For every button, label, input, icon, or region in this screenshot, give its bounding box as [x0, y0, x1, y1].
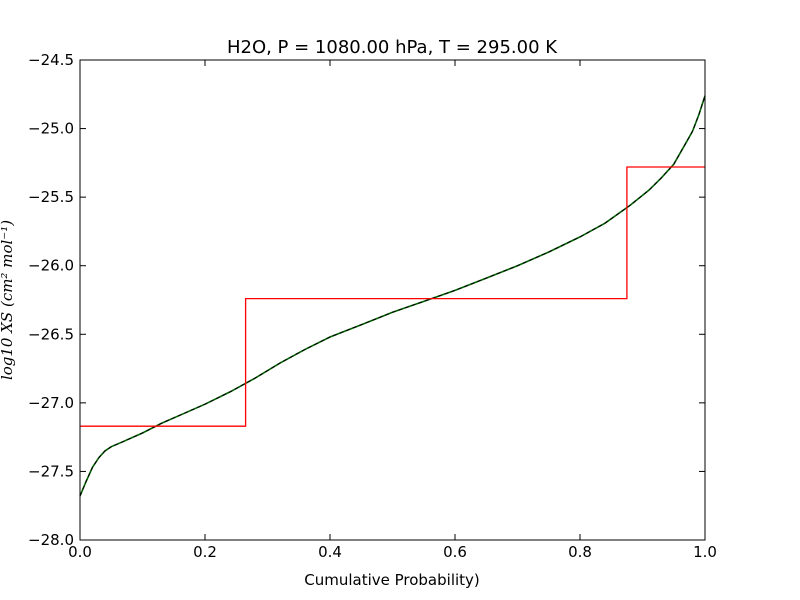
- x-tick-label: 0.4: [318, 543, 342, 561]
- plot-area: 0.0 0.2 0.4 0.6 0.8 1.0 −24.5 −25.0 −25.5 −26.0 −2…: [28, 51, 717, 561]
- x-axis-label: Cumulative Probability): [304, 571, 480, 589]
- y-tick-label: −27.5: [28, 462, 74, 480]
- chart-title: H2O, P = 1080.00 hPa, T = 295.00 K: [227, 37, 558, 58]
- x-tick-label: 1.0: [693, 543, 717, 561]
- y-tick-label: −28.0: [28, 531, 74, 549]
- y-tick-label: −26.0: [28, 257, 74, 275]
- x-tick-label: 0.2: [193, 543, 217, 561]
- series-line-cumulative: [79, 95, 706, 497]
- x-tick-label: 0.8: [568, 543, 592, 561]
- plot-frame: [79, 59, 706, 541]
- y-tick-label: −24.5: [28, 51, 74, 69]
- x-tick-label: 0.6: [443, 543, 467, 561]
- y-tick-label: −27.0: [28, 394, 74, 412]
- y-tick-label: −26.5: [28, 325, 74, 343]
- series-line-cumulative-overlay: [79, 95, 706, 497]
- series-line-step: [80, 166, 705, 427]
- y-axis-label: log10 XS (cm² mol⁻¹): [0, 220, 16, 380]
- x-tick-label: 0.0: [68, 543, 92, 561]
- y-tick-label: −25.0: [28, 120, 74, 138]
- y-tick-label: −25.5: [28, 188, 74, 206]
